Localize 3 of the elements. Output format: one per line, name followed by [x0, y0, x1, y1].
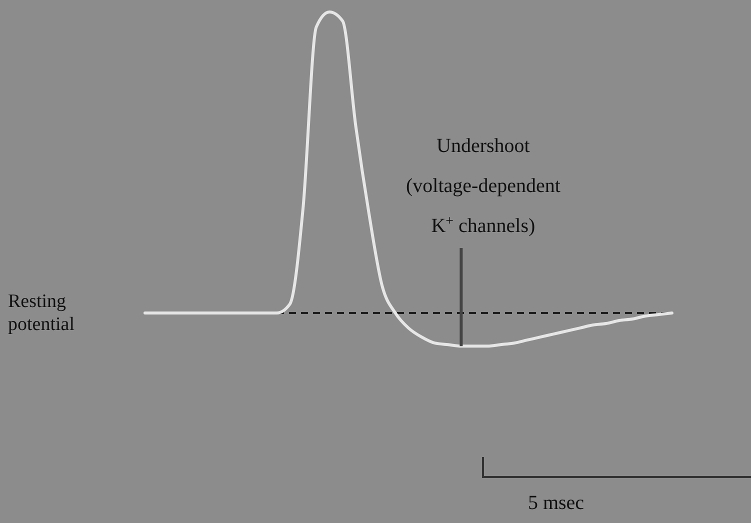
annotation: Undershoot (voltage-dependent K$^{+}$ channels)	[406, 135, 561, 237]
text: 5 msec	[528, 492, 584, 514]
ref-line-label: Resting potential	[8, 291, 74, 335]
